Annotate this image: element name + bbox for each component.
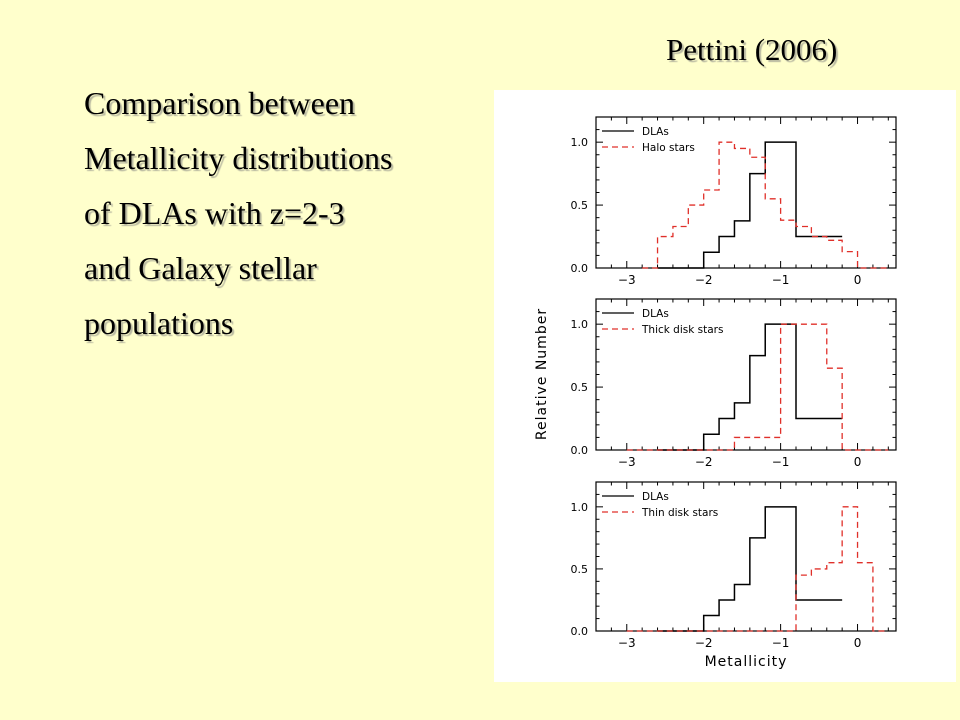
histogram-series — [626, 506, 889, 632]
histogram-series — [657, 506, 843, 632]
legend-label: Halo stars — [642, 142, 695, 154]
body-line: Comparison between — [84, 85, 356, 121]
x-axis-label: Metallicity — [705, 654, 788, 670]
plot-frame — [595, 298, 897, 451]
x-tick-label: −3 — [618, 273, 636, 287]
histogram-series — [657, 141, 843, 269]
legend-label: DLAs — [642, 491, 669, 503]
figure-panel: −3 −2 −1 0 0.0 0.5 1.0 DLAs Halo stars −3 −2 −1 0 0.0… — [494, 90, 956, 682]
y-tick-label: 1.0 — [571, 136, 589, 149]
y-tick-label: 1.0 — [571, 318, 589, 331]
slide-body-text: Comparison between Metallicity distribut… — [84, 76, 392, 351]
x-tick-label: 0 — [854, 455, 862, 469]
plot-frame — [595, 116, 897, 269]
legend-label: Thin disk stars — [641, 507, 718, 519]
x-tick-label: −1 — [772, 273, 790, 287]
x-tick-label: 0 — [854, 636, 862, 650]
x-tick-label: −2 — [695, 636, 713, 650]
y-tick-label: 0.0 — [571, 444, 589, 457]
legend-label: Thick disk stars — [641, 324, 723, 336]
body-line: Metallicity distributions — [84, 140, 393, 176]
histogram-series — [657, 323, 843, 451]
x-tick-label: 0 — [854, 273, 862, 287]
metallicity-figure: −3 −2 −1 0 0.0 0.5 1.0 DLAs Halo stars −3 −2 −1 0 0.0… — [534, 116, 897, 670]
y-tick-label: 1.0 — [571, 501, 589, 514]
citation: Pettini (2006) — [666, 32, 838, 67]
y-tick-label: 0.5 — [571, 199, 589, 212]
x-tick-label: −3 — [618, 636, 636, 650]
histogram-series — [642, 141, 889, 269]
y-tick-label: 0.5 — [571, 563, 589, 576]
legend-label: DLAs — [642, 308, 669, 320]
plot-frame — [595, 481, 897, 632]
histogram-series — [626, 323, 889, 451]
y-tick-label: 0.5 — [571, 381, 589, 394]
x-tick-label: −3 — [618, 455, 636, 469]
legend-label: DLAs — [642, 126, 669, 138]
y-tick-label: 0.0 — [571, 262, 589, 275]
x-tick-label: −2 — [695, 455, 713, 469]
y-tick-label: 0.0 — [571, 625, 589, 638]
y-axis-label: Relative Number — [534, 308, 550, 440]
body-line: populations — [84, 305, 234, 341]
x-tick-label: −1 — [772, 636, 790, 650]
body-line: and Galaxy stellar — [84, 250, 317, 286]
x-tick-label: −1 — [772, 455, 790, 469]
body-line: of DLAs with z=2-3 — [84, 195, 345, 231]
x-tick-label: −2 — [695, 273, 713, 287]
